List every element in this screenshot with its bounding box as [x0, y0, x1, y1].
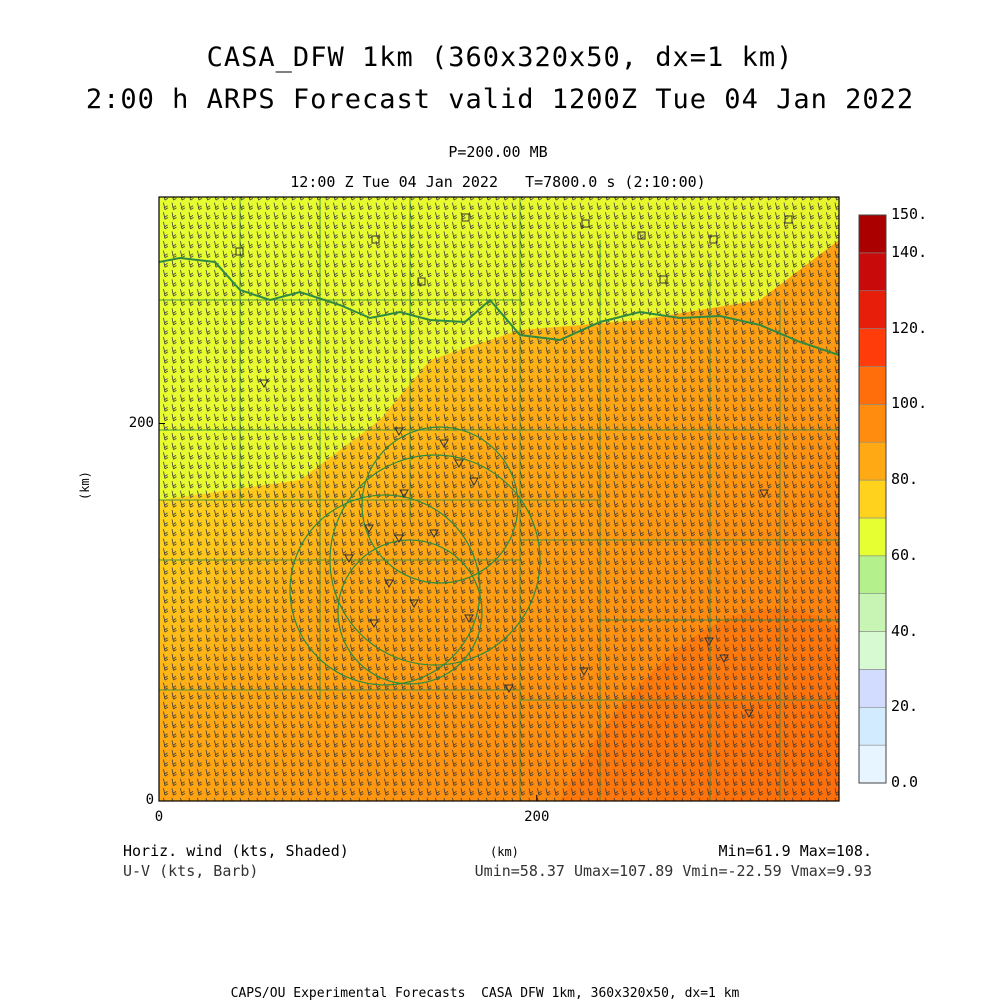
x-axis-label: (km) — [490, 845, 519, 859]
colorbar-label: 60. — [891, 545, 919, 564]
colorbar-band — [858, 252, 887, 292]
colorbar-band — [858, 517, 887, 557]
colorbar-label: 80. — [891, 470, 919, 489]
title-line-2: 2:00 h ARPS Forecast valid 1200Z Tue 04 … — [85, 84, 915, 115]
colorbar-band — [858, 555, 887, 594]
colorbar-band — [858, 744, 887, 784]
y-axis-label: (km) — [78, 471, 92, 500]
colorbar-band — [858, 706, 887, 746]
colorbar-band — [858, 404, 887, 443]
colorbar-frame — [858, 214, 887, 784]
colorbar-label: 40. — [891, 621, 919, 640]
colorbar-band — [858, 593, 887, 632]
x-tick-label: 200 — [524, 809, 550, 825]
colorbar-band — [858, 479, 887, 519]
colorbar-band — [858, 669, 887, 708]
y-tick-label: 0 — [145, 792, 154, 808]
colorbar-label: 100. — [891, 394, 928, 413]
axis-tick-marks — [158, 423, 538, 802]
wind-barbs — [159, 197, 839, 801]
colorbar-band — [858, 366, 887, 405]
map-layers — [159, 197, 839, 801]
title-line-1: CASA_DFW 1km (360x320x50, dx=1 km) — [206, 42, 794, 73]
colorbar-label: 20. — [891, 697, 919, 716]
credit-line: CAPS/OU Experimental Forecasts CASA DFW … — [230, 986, 740, 1001]
city-markers — [235, 213, 793, 286]
colorbar-band — [858, 441, 887, 481]
colorbar-band — [858, 290, 887, 329]
min-max-label: Min=61.9 Max=108. — [718, 842, 872, 860]
state-boundary — [159, 256, 839, 356]
colorbar-label: 120. — [891, 318, 928, 337]
pressure-level: P=200.00 MB — [448, 143, 548, 161]
colorbar-band — [858, 631, 887, 670]
y-tick-label: 200 — [128, 414, 154, 431]
colorbar-band — [858, 328, 887, 367]
x-tick-label: 0 — [154, 809, 164, 825]
uv-stats-label: Umin=58.37 Umax=107.89 Vmin=-22.59 Vmax=… — [474, 862, 872, 880]
radar-sites — [259, 379, 769, 719]
colorbar-label: 150. — [891, 205, 928, 223]
vector-label: U-V (kts, Barb) — [123, 862, 259, 880]
colorbar — [858, 214, 887, 784]
colorbar-label: 140. — [891, 242, 928, 261]
colorbar-label: 0.0 — [891, 773, 919, 791]
valid-time-line: 12:00 Z Tue 04 Jan 2022 T=7800.0 s (2:10… — [290, 173, 706, 191]
plot-frame — [158, 196, 840, 802]
field-label: Horiz. wind (kts, Shaded) — [123, 842, 349, 860]
range-rings — [289, 426, 541, 686]
colorbar-band — [858, 214, 887, 254]
